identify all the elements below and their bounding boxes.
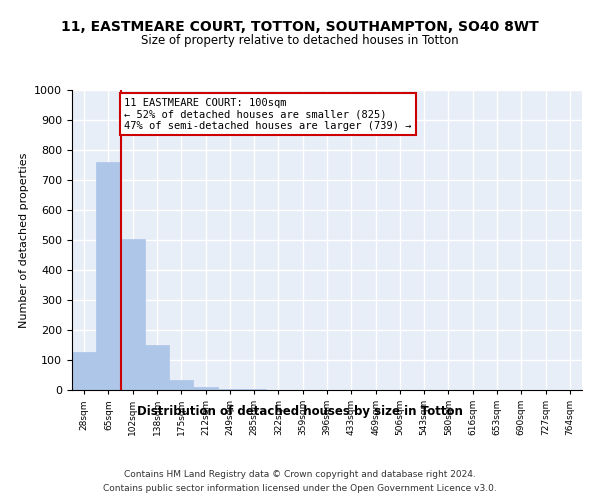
Text: Contains HM Land Registry data © Crown copyright and database right 2024.: Contains HM Land Registry data © Crown c… [124, 470, 476, 479]
Text: Contains public sector information licensed under the Open Government Licence v3: Contains public sector information licen… [103, 484, 497, 493]
Bar [121, 238, 145, 390]
Bar [218, 388, 242, 390]
Bar [96, 162, 121, 390]
Bar [72, 352, 96, 390]
Text: Size of property relative to detached houses in Totton: Size of property relative to detached ho… [141, 34, 459, 47]
Text: Distribution of detached houses by size in Totton: Distribution of detached houses by size … [137, 405, 463, 418]
Bar [169, 380, 193, 390]
Y-axis label: Number of detached properties: Number of detached properties [19, 152, 29, 328]
Text: 11, EASTMEARE COURT, TOTTON, SOUTHAMPTON, SO40 8WT: 11, EASTMEARE COURT, TOTTON, SOUTHAMPTON… [61, 20, 539, 34]
Text: 11 EASTMEARE COURT: 100sqm
← 52% of detached houses are smaller (825)
47% of sem: 11 EASTMEARE COURT: 100sqm ← 52% of deta… [124, 98, 412, 130]
Bar [193, 387, 218, 390]
Bar [145, 345, 169, 390]
